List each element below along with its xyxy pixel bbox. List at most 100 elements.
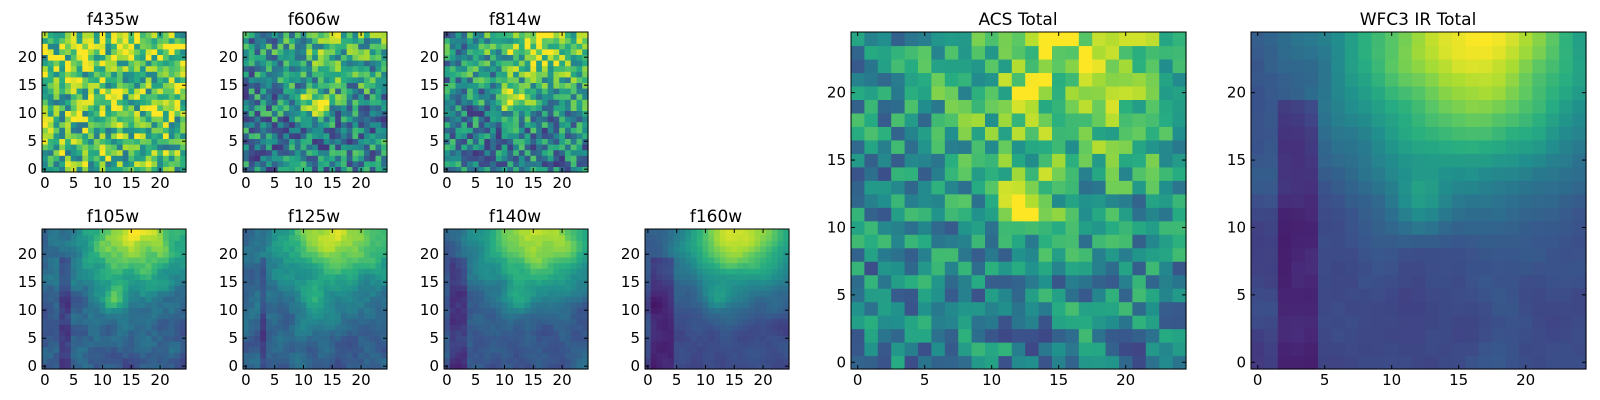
- heatmap-cell: [536, 329, 543, 336]
- heatmap-cell: [582, 313, 589, 320]
- heatmap-cell: [363, 93, 371, 100]
- heatmap-cell: [478, 279, 485, 286]
- heatmap-cell: [300, 132, 307, 139]
- heatmap-cell: [306, 110, 313, 117]
- heatmap-cell: [582, 144, 589, 151]
- heatmap-cell: [582, 273, 589, 280]
- heatmap-cell: [76, 32, 83, 39]
- heatmap-cell: [88, 155, 95, 162]
- heatmap-cell: [559, 240, 566, 247]
- heatmap-cell: [329, 352, 336, 359]
- heatmap-cell: [530, 268, 537, 275]
- heatmap-cell: [277, 341, 284, 348]
- heatmap-cell: [467, 279, 474, 286]
- heatmap-cell: [547, 229, 555, 236]
- heatmap-cell: [76, 341, 83, 348]
- heatmap-cell: [381, 104, 388, 111]
- heatmap-cell: [340, 127, 348, 134]
- heatmap-cell: [105, 296, 112, 303]
- heatmap-cell: [662, 245, 669, 252]
- heatmap-cell: [363, 352, 371, 359]
- heatmap-cell: [260, 54, 267, 61]
- x-tick-label: 0: [442, 174, 452, 192]
- heatmap-cell: [507, 285, 514, 292]
- heatmap-cell: [771, 268, 779, 275]
- heatmap-cell: [116, 104, 124, 111]
- heatmap-cell: [128, 104, 135, 111]
- heatmap-cell: [564, 268, 572, 275]
- heatmap-cell: [449, 138, 457, 145]
- heatmap-cell: [461, 99, 468, 106]
- heatmap-cell: [59, 54, 66, 61]
- heatmap-cell: [70, 149, 78, 156]
- heatmap-cell: [918, 315, 932, 330]
- heatmap-cell: [312, 60, 319, 67]
- heatmap-cell: [918, 261, 932, 276]
- heatmap-cell: [375, 127, 382, 134]
- heatmap-cell: [283, 166, 290, 173]
- heatmap-cell: [174, 48, 181, 55]
- heatmap-cell: [277, 160, 284, 167]
- heatmap-cell: [157, 116, 164, 123]
- y-tick-label: 20: [219, 245, 238, 263]
- heatmap-cell: [70, 318, 78, 325]
- heatmap-cell: [685, 234, 692, 241]
- heatmap-cell: [576, 285, 583, 292]
- heatmap-cell: [771, 279, 779, 286]
- heatmap-cell: [157, 290, 164, 297]
- heatmap-cell: [145, 155, 153, 162]
- heatmap-cell: [358, 324, 365, 331]
- heatmap-cell: [312, 54, 319, 61]
- heatmap-cell: [518, 324, 526, 331]
- heatmap-cell: [317, 234, 325, 241]
- heatmap-cell: [696, 346, 704, 353]
- heatmap-cell: [300, 144, 307, 151]
- heatmap-cell: [662, 335, 669, 342]
- heatmap-cell: [513, 121, 520, 128]
- heatmap-cell: [99, 104, 106, 111]
- heatmap-cell: [271, 43, 279, 50]
- heatmap-cell: [266, 257, 273, 264]
- heatmap-cell: [134, 160, 141, 167]
- heatmap-cell: [260, 127, 267, 134]
- heatmap-cell: [254, 149, 261, 156]
- heatmap-cell: [564, 104, 572, 111]
- heatmap-cell: [547, 104, 555, 111]
- panel-title: f606w: [288, 10, 340, 30]
- heatmap-cell: [300, 290, 307, 297]
- heatmap-cell: [162, 346, 170, 353]
- axes-frame: [644, 228, 790, 370]
- heatmap-cell: [501, 48, 508, 55]
- heatmap-cell: [352, 335, 359, 342]
- heatmap-cell: [47, 138, 55, 145]
- heatmap-cell: [312, 65, 319, 72]
- heatmap-cell: [702, 240, 709, 247]
- heatmap-cell: [300, 324, 307, 331]
- heatmap-cell: [65, 76, 72, 83]
- heatmap-cell: [559, 251, 566, 258]
- heatmap-cell: [864, 288, 879, 303]
- heatmap-cell: [696, 324, 704, 331]
- heatmap-cell: [47, 363, 55, 370]
- heatmap-cell: [461, 132, 468, 139]
- heatmap-cell: [484, 313, 491, 320]
- heatmap-cell: [111, 335, 118, 342]
- heatmap-cell: [541, 127, 549, 134]
- heatmap-cell: [346, 121, 354, 128]
- heatmap-cell: [93, 301, 101, 308]
- heatmap-cell: [547, 313, 555, 320]
- heatmap-cell: [484, 357, 491, 364]
- heatmap-cell: [174, 229, 181, 236]
- heatmap-cell: [312, 71, 319, 78]
- heatmap-cell: [650, 262, 658, 269]
- heatmap-cell: [958, 234, 973, 249]
- heatmap-cell: [541, 335, 549, 342]
- heatmap-cell: [536, 245, 543, 252]
- heatmap-cell: [283, 99, 290, 106]
- heatmap-cell: [300, 155, 307, 162]
- heatmap-cell: [719, 285, 727, 292]
- heatmap-cell: [243, 99, 250, 106]
- heatmap-cell: [513, 262, 520, 269]
- heatmap-cell: [771, 273, 779, 280]
